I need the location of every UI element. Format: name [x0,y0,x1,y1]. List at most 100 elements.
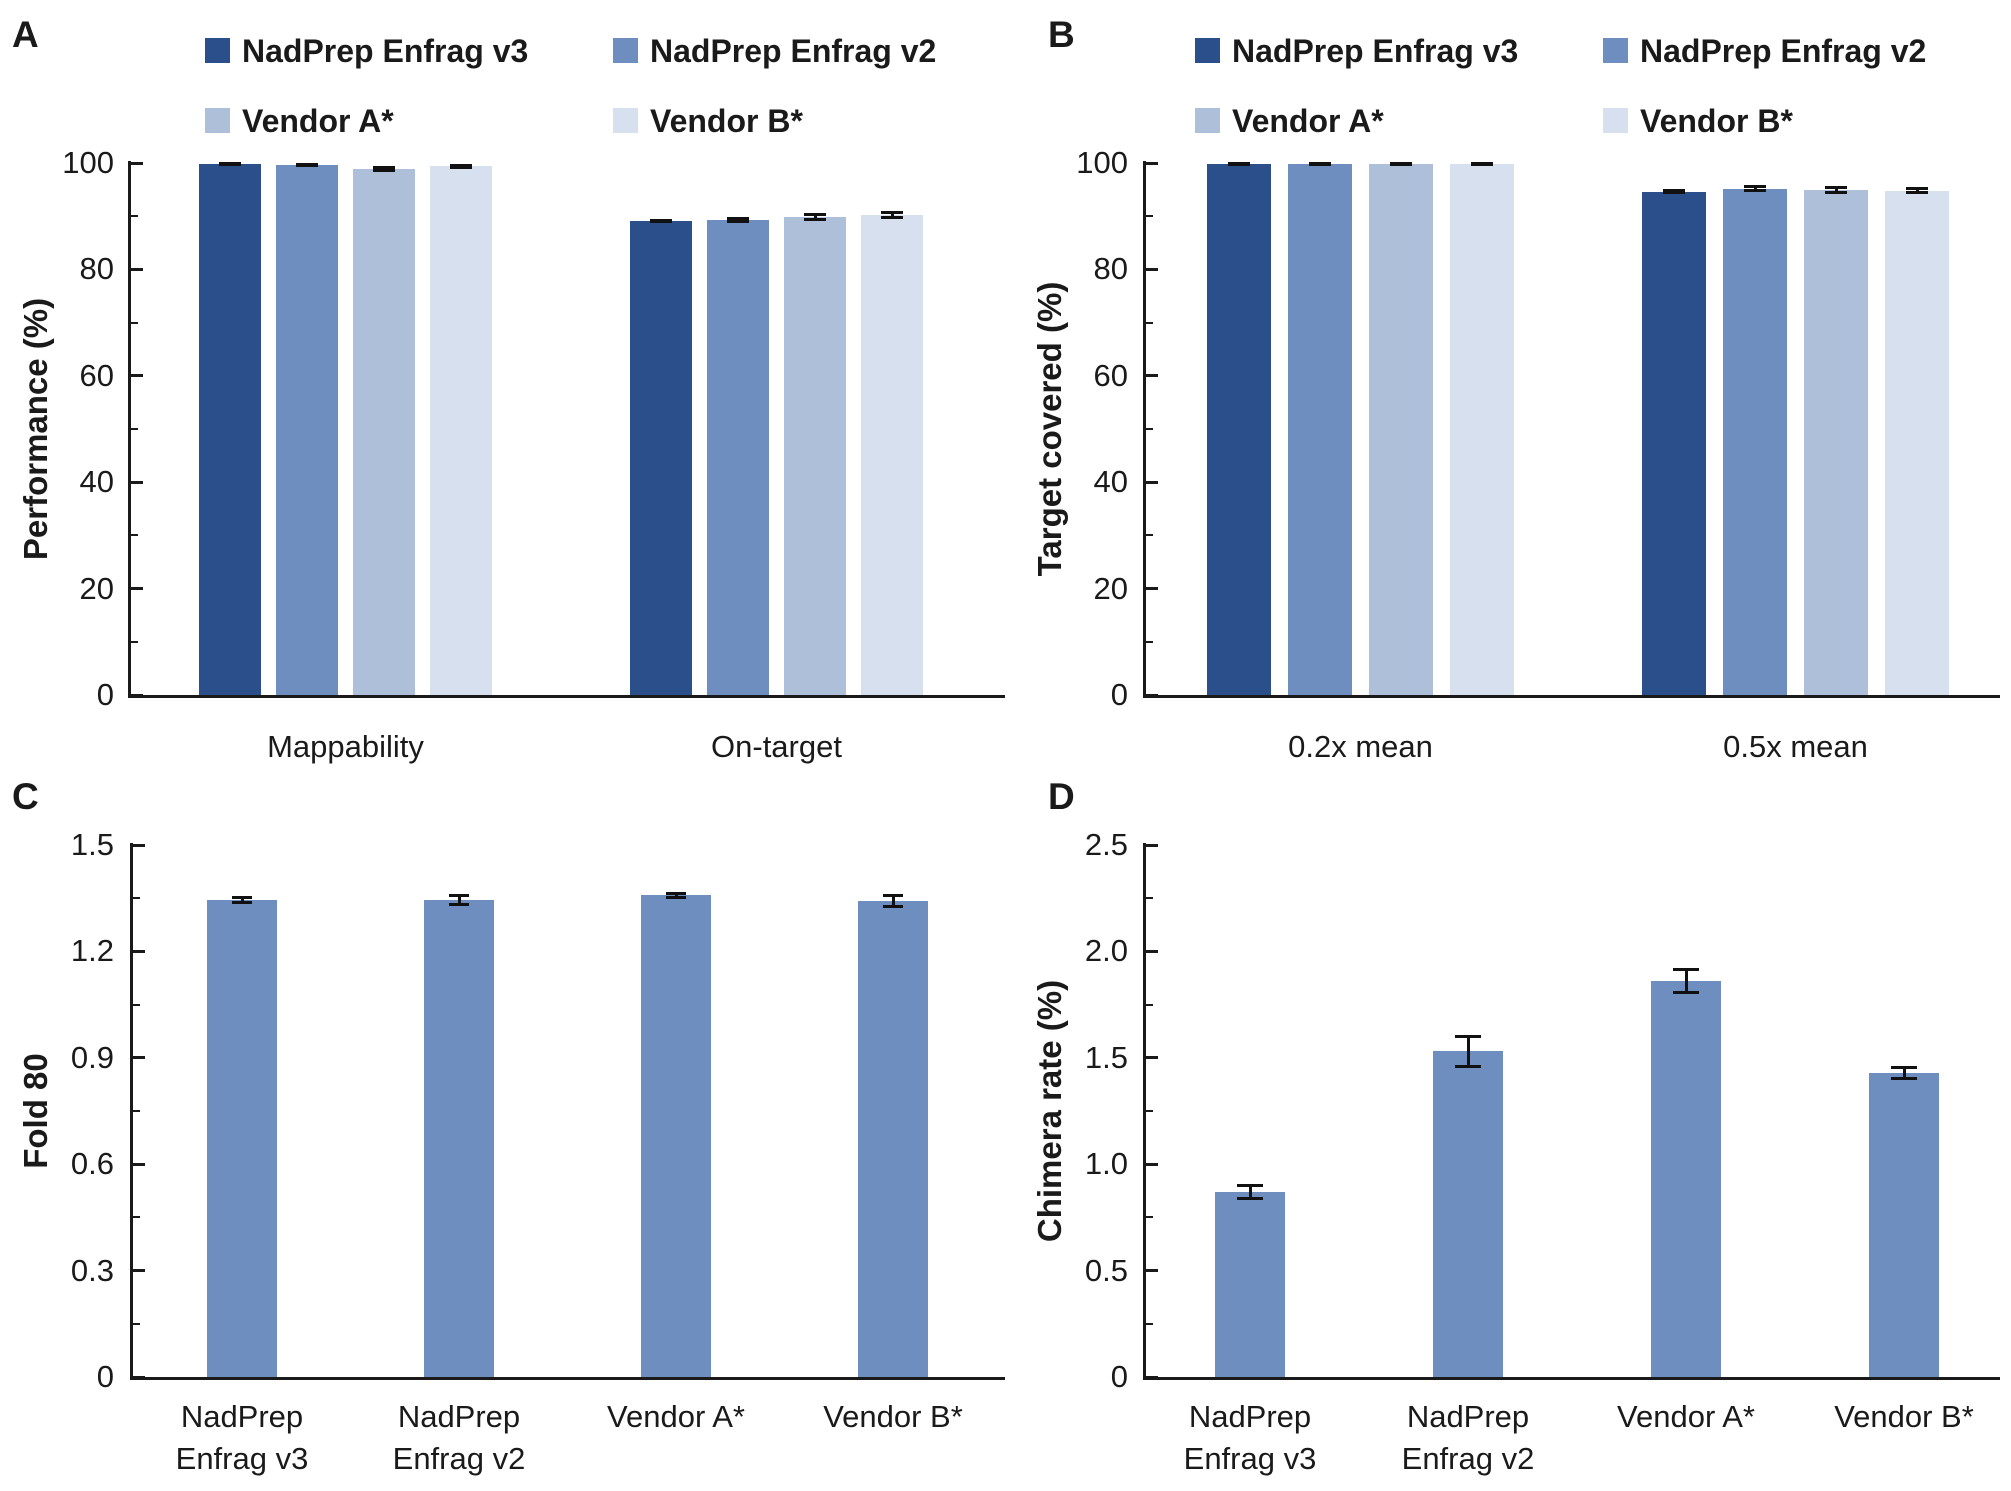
y-minor-tick-d [1146,897,1153,900]
y-major-tick-c [133,843,145,847]
y-axis-c [130,843,133,1380]
legend-swatch-b [1195,108,1220,133]
bar-a-series-1 [630,220,692,695]
y-tick-label-a: 20 [79,570,114,606]
y-axis-title-a: Performance (%) [17,297,54,561]
bar-a-series-2 [707,219,769,695]
bar-b-series-1 [1642,191,1706,695]
error-bar-cap-top [1744,185,1766,189]
y-tick-label-c: 1.2 [70,933,114,969]
legend-label-b: NadPrep Enfrag v2 [1640,33,1927,69]
error-bar-cap-top [296,162,318,166]
y-tick-label-a: 40 [79,464,114,500]
y-tick-label-b: 100 [1076,145,1128,180]
y-minor-tick-d [1146,1003,1153,1006]
y-major-tick-a [131,693,143,697]
error-bar-cap-bottom [804,217,826,221]
y-tick-label-d: 2.0 [1084,933,1128,969]
bar-c [207,899,277,1377]
bar-d [1215,1191,1285,1377]
error-bar-cap-bottom [1825,191,1847,195]
y-tick-label-c: 1.5 [70,827,114,862]
error-bar-cap-bottom [1906,191,1928,195]
legend-label-b: Vendor B* [1640,103,1793,139]
error-bar-line [736,218,740,222]
y-major-tick-c [133,1056,145,1060]
bar-a-series-3 [353,168,415,695]
y-major-tick-c [133,1375,145,1379]
bar-b-series-1 [1207,164,1271,695]
y-minor-tick-c [133,1003,140,1006]
error-bar-line [674,893,678,898]
error-bar-cap-top [1237,1183,1263,1187]
error-bar-cap-bottom [373,168,395,172]
bar-d [1651,981,1721,1377]
y-minor-tick-b [1146,215,1153,218]
category-label-c: NadPrep Enfrag v2 [392,1399,526,1476]
error-bar-line [457,895,461,905]
y-minor-tick-a [131,321,138,324]
error-bar-cap-bottom [1471,162,1493,166]
error-bar-cap-top [450,163,472,167]
y-axis-d [1143,843,1146,1380]
y-minor-tick-d [1146,1216,1153,1219]
y-tick-label-d: 0 [1110,1359,1128,1394]
y-major-tick-b [1146,693,1158,697]
error-bar-line [890,212,894,218]
panel-letter-d: D [1048,776,1075,817]
legend-swatch-a [205,108,230,133]
error-bar-cap-top [1455,1035,1481,1039]
x-axis-d [1143,1377,2000,1380]
y-axis-a [128,161,131,698]
legend-swatch-a [613,38,638,63]
y-minor-tick-a [131,215,138,218]
legend-label-a: NadPrep Enfrag v2 [650,33,937,69]
bar-b-series-2 [1288,164,1352,695]
error-bar-cap-top [1891,1065,1917,1069]
legend-swatch-b [1603,108,1628,133]
y-major-tick-b [1146,161,1158,165]
error-bar-cap-bottom [1744,188,1766,192]
category-label-c: Vendor A* [607,1399,745,1434]
bar-a-series-2 [276,165,338,695]
category-label-b: 0.2x mean [1288,729,1433,764]
category-label-a: Mappability [267,729,424,764]
y-axis-b [1143,161,1146,698]
bar-a-series-1 [199,164,261,695]
panel-letter-c: C [12,776,39,817]
y-major-tick-b [1146,267,1158,271]
x-axis-c [130,1377,1005,1380]
y-tick-label-b: 40 [1093,464,1128,500]
category-label-d: Vendor B* [1834,1399,1974,1434]
error-bar-cap-top [1825,185,1847,189]
y-tick-label-d: 1.5 [1084,1039,1128,1075]
legend-swatch-b [1603,38,1628,63]
y-major-tick-d [1146,1269,1158,1273]
y-tick-label-b: 20 [1093,570,1128,606]
category-label-c: Vendor B* [823,1399,963,1434]
category-label-c: NadPrep Enfrag v3 [175,1399,309,1476]
y-major-tick-a [131,480,143,484]
y-tick-label-d: 1.0 [1084,1146,1128,1182]
y-tick-label-c: 0 [96,1359,114,1394]
error-bar-cap-bottom [1237,1196,1263,1200]
y-minor-tick-b [1146,321,1153,324]
y-tick-label-c: 0.9 [70,1039,114,1075]
error-bar-cap-bottom [1673,991,1699,995]
y-minor-tick-d [1146,1110,1153,1112]
error-bar-line [891,895,895,907]
y-major-tick-b [1146,374,1158,378]
error-bar-cap-top [232,895,252,899]
y-tick-label-a: 80 [79,251,114,287]
y-minor-tick-c [133,1110,140,1112]
y-minor-tick-d [1146,1322,1153,1325]
y-major-tick-a [131,587,143,591]
error-bar-line [1834,187,1838,193]
error-bar-line [813,214,817,220]
error-bar-cap-bottom [232,901,252,905]
error-bar-cap-top [1906,187,1928,191]
category-label-b: 0.5x mean [1723,729,1868,764]
y-major-tick-a [131,374,143,378]
y-major-tick-c [133,1162,145,1166]
